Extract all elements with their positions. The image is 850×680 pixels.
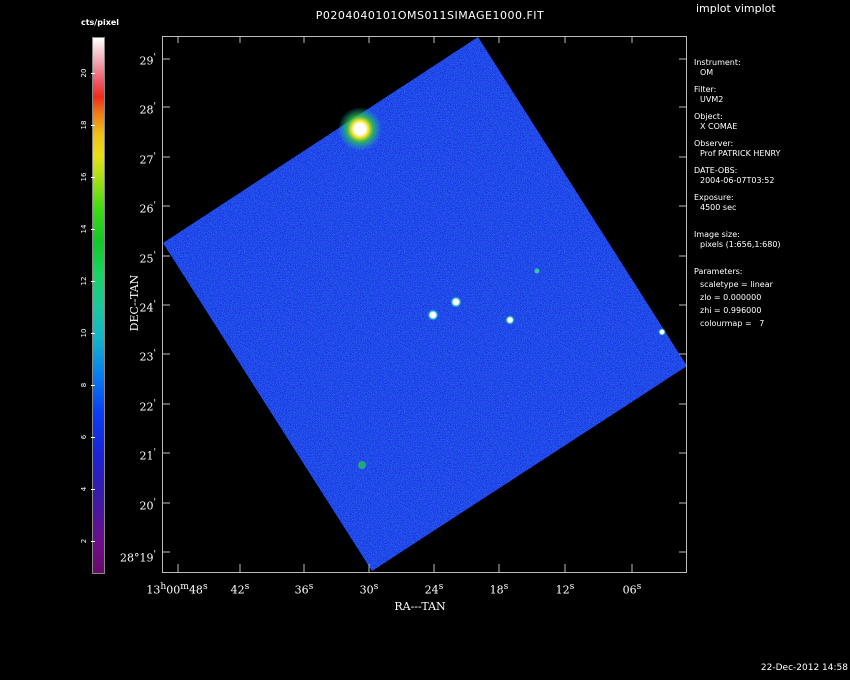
instrument-value: OM	[700, 68, 714, 77]
colorbar-tick	[91, 436, 95, 438]
x-label-first: 13h00m48s	[146, 581, 208, 597]
source-5	[358, 461, 366, 469]
colorbar-tick	[91, 229, 95, 231]
observer-group: Observer: Prof PATRICK HENRY	[694, 139, 844, 159]
parameters-group: Parameters: scaletype = linear zlo = 0.0…	[694, 267, 844, 329]
colorbar-unit-label: cts/pixel	[80, 18, 120, 27]
app-title: implot vimplot	[696, 2, 776, 15]
exposure-label: Exposure:	[694, 193, 734, 202]
observer-label: Observer:	[694, 139, 734, 148]
instrument-label: Instrument:	[694, 58, 741, 67]
x-label-42: 42s	[230, 581, 250, 597]
colorbar-tick	[91, 125, 95, 127]
colorbar-tick	[91, 540, 95, 542]
colorbar	[92, 37, 105, 574]
exposure-group: Exposure: 4500 sec	[694, 193, 844, 213]
image-title: P0204040101OMS011SIMAGE1000.FIT	[315, 9, 545, 22]
x-label-30: 30s	[359, 581, 379, 597]
filter-value: UVM2	[700, 95, 724, 104]
source-4	[658, 328, 666, 336]
object-label: Object:	[694, 112, 723, 121]
colorbar-tick	[91, 333, 95, 335]
date-obs-group: DATE-OBS: 2004-06-07T03:52	[694, 166, 844, 186]
image-size-group: Image size: pixels (1:656,1:680)	[694, 230, 844, 250]
colorbar-tick	[91, 385, 95, 386]
footer-timestamp: 22-Dec-2012 14:58	[760, 663, 848, 673]
date-obs-label: DATE-OBS:	[694, 166, 738, 175]
colorbar-tick	[91, 488, 95, 490]
filter-group: Filter: UVM2	[694, 85, 844, 105]
y-label-23: 23'	[139, 348, 156, 364]
colorbar-tick	[91, 177, 95, 179]
exposure-value: 4500 sec	[700, 203, 737, 212]
y-axis-title: DEC--TAN	[128, 274, 141, 332]
parameters-label: Parameters:	[694, 267, 743, 276]
y-label-26: 26'	[139, 200, 156, 216]
colorbar-tick	[91, 281, 95, 283]
y-label-24: 24'	[139, 299, 156, 315]
x-axis-title: RA---TAN	[394, 600, 446, 613]
y-ticks	[162, 58, 686, 553]
y-label-29: 29'	[139, 52, 156, 68]
x-label-12: 12s	[555, 581, 575, 597]
image-size-value: pixels (1:656,1:680)	[700, 240, 781, 249]
object-group: Object: X COMAE	[694, 112, 844, 132]
bright-source	[338, 107, 382, 151]
y-label-28: 28'	[139, 101, 156, 117]
instrument-group: Instrument: OM	[694, 58, 844, 78]
x-ticks	[177, 36, 633, 572]
y-label-22: 22'	[139, 398, 156, 414]
source-1	[427, 309, 439, 321]
source-6	[534, 268, 540, 274]
y-label-25: 25'	[139, 250, 156, 266]
image-size-label: Image size:	[694, 230, 740, 239]
x-label-18: 18s	[489, 581, 509, 597]
source-2	[450, 296, 462, 308]
observer-value: Prof PATRICK HENRY	[700, 149, 781, 158]
x-label-24: 24s	[424, 581, 444, 597]
image-footprint	[163, 37, 687, 571]
filter-label: Filter:	[694, 85, 717, 94]
y-label-21: 21'	[139, 447, 156, 463]
param-zlo: zlo = 0.000000	[700, 293, 762, 302]
x-label-06: 06s	[622, 581, 642, 597]
date-obs-value: 2004-06-07T03:52	[700, 176, 775, 185]
x-label-36: 36s	[294, 581, 314, 597]
info-panel: Instrument: OM Filter: UVM2 Object: X CO…	[694, 58, 844, 336]
y-label-27: 27'	[139, 151, 156, 167]
param-scaletype: scaletype = linear	[700, 280, 773, 289]
source-3	[505, 315, 515, 325]
y-label-19: 28°19'	[119, 549, 156, 565]
colorbar-tick	[91, 73, 95, 75]
object-value: X COMAE	[700, 122, 738, 131]
param-zhi: zhi = 0.996000	[700, 306, 762, 315]
y-label-20: 20'	[139, 497, 156, 513]
param-colourmap: colourmap = 7	[700, 319, 765, 328]
